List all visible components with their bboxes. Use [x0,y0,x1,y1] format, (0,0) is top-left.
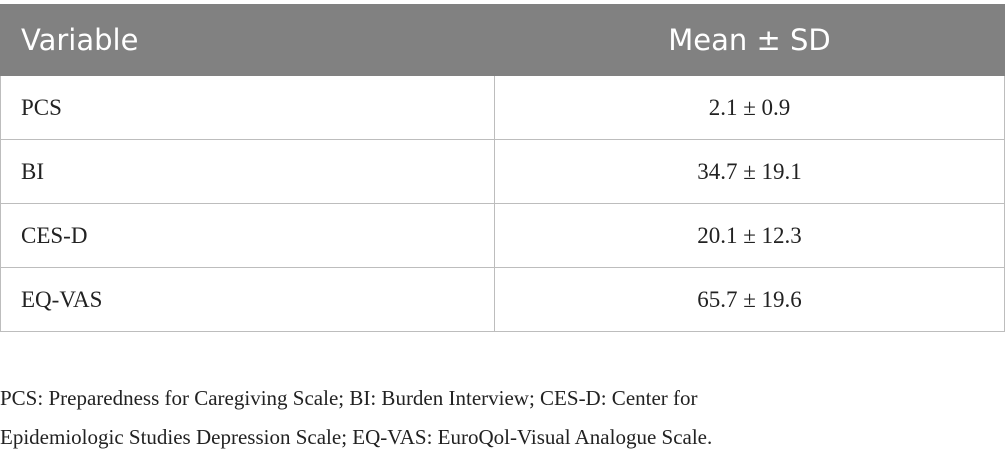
table-cell: CES-D [0,203,495,268]
footnote: PCS: Preparedness for Caregiving Scale; … [0,386,698,410]
table-cell: 2.1 ± 0.9 [494,75,1005,140]
table-cell: EQ-VAS [0,267,495,332]
table-row: PCS 2.1 ± 0.9 [0,75,1005,140]
table-row: CES-D 20.1 ± 12.3 [0,203,1005,268]
footnote: Epidemiologic Studies Depression Scale; … [0,425,713,449]
table-row: BI 34.7 ± 19.1 [0,139,1005,204]
header-row: Variable Mean ± SD [0,4,1005,76]
data-table: Variable Mean ± SD PCS 2.1 ± 0.9 BI 34.7 ± … [0,4,1005,332]
header-cell: Variable [0,4,495,76]
table-cell: 65.7 ± 19.6 [494,267,1005,332]
table-cell: 34.7 ± 19.1 [494,139,1005,204]
table-row: EQ-VAS 65.7 ± 19.6 [0,267,1005,332]
table-cell: PCS [0,75,495,140]
header-cell: Mean ± SD [494,4,1005,76]
table-cell: 20.1 ± 12.3 [494,203,1005,268]
table-cell: BI [0,139,495,204]
